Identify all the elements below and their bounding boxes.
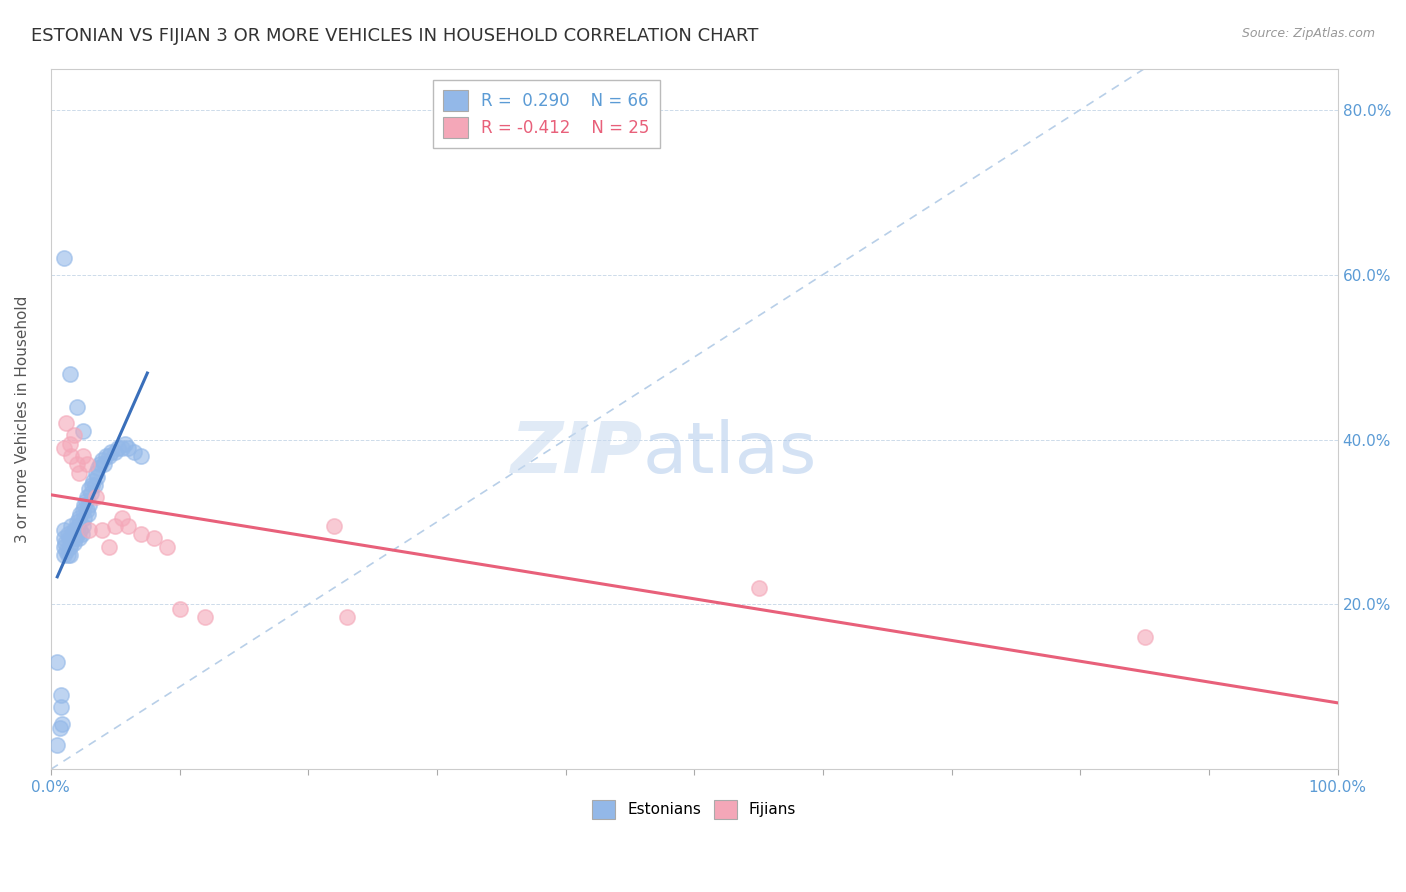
- Point: [65, 457, 87, 471]
- Point: [91, 523, 114, 537]
- Point: [77, 507, 100, 521]
- Point: [84, 466, 107, 480]
- Text: ESTONIAN VS FIJIAN 3 OR MORE VEHICLES IN HOUSEHOLD CORRELATION CHART: ESTONIAN VS FIJIAN 3 OR MORE VEHICLES IN…: [31, 27, 758, 45]
- Point: [63, 523, 86, 537]
- Point: [51, 717, 73, 731]
- Point: [104, 519, 127, 533]
- Point: [194, 609, 217, 624]
- Point: [58, 532, 80, 546]
- Point: [66, 519, 89, 533]
- Point: [124, 445, 146, 459]
- Point: [107, 441, 129, 455]
- Point: [52, 251, 75, 265]
- Point: [67, 511, 90, 525]
- Point: [80, 486, 103, 500]
- Point: [72, 502, 94, 516]
- Point: [79, 523, 101, 537]
- Point: [55, 416, 77, 430]
- Point: [65, 523, 87, 537]
- Point: [65, 400, 87, 414]
- Point: [79, 499, 101, 513]
- Point: [52, 441, 75, 455]
- Point: [59, 367, 82, 381]
- Point: [63, 535, 86, 549]
- Point: [87, 461, 110, 475]
- Point: [129, 527, 152, 541]
- Point: [114, 436, 136, 450]
- Point: [49, 688, 72, 702]
- Point: [91, 453, 114, 467]
- Point: [117, 519, 139, 533]
- Point: [72, 424, 94, 438]
- Point: [169, 601, 191, 615]
- Point: [110, 511, 132, 525]
- Legend: Estonians, Fijians: Estonians, Fijians: [586, 794, 803, 825]
- Point: [156, 540, 179, 554]
- Point: [748, 581, 770, 595]
- Point: [72, 519, 94, 533]
- Point: [100, 445, 122, 459]
- Point: [1133, 631, 1156, 645]
- Point: [46, 655, 69, 669]
- Point: [56, 527, 79, 541]
- Point: [67, 466, 90, 480]
- Point: [117, 441, 139, 455]
- Point: [60, 519, 83, 533]
- Point: [336, 609, 359, 624]
- Point: [76, 457, 98, 471]
- Point: [60, 535, 83, 549]
- Point: [129, 449, 152, 463]
- Point: [66, 527, 89, 541]
- Point: [67, 532, 90, 546]
- Point: [63, 428, 86, 442]
- Point: [59, 436, 82, 450]
- Point: [96, 449, 118, 463]
- Point: [323, 519, 346, 533]
- Point: [70, 527, 93, 541]
- Point: [53, 535, 76, 549]
- Y-axis label: 3 or more Vehicles in Household: 3 or more Vehicles in Household: [15, 295, 30, 542]
- Point: [46, 738, 69, 752]
- Point: [82, 474, 104, 488]
- Point: [97, 540, 120, 554]
- Point: [73, 499, 96, 513]
- Point: [52, 540, 75, 554]
- Point: [59, 540, 82, 554]
- Text: Source: ZipAtlas.com: Source: ZipAtlas.com: [1241, 27, 1375, 40]
- Text: atlas: atlas: [643, 419, 817, 489]
- Point: [73, 511, 96, 525]
- Point: [52, 523, 75, 537]
- Point: [79, 482, 101, 496]
- Point: [97, 449, 120, 463]
- Point: [69, 507, 91, 521]
- Point: [52, 532, 75, 546]
- Point: [60, 449, 83, 463]
- Point: [83, 478, 105, 492]
- Point: [49, 721, 72, 735]
- Point: [49, 700, 72, 714]
- Point: [76, 490, 98, 504]
- Point: [62, 527, 84, 541]
- Point: [80, 478, 103, 492]
- Point: [72, 449, 94, 463]
- Point: [89, 457, 111, 471]
- Point: [65, 515, 87, 529]
- Point: [93, 457, 115, 471]
- Point: [76, 502, 98, 516]
- Point: [84, 490, 107, 504]
- Point: [69, 523, 91, 537]
- Point: [104, 445, 127, 459]
- Point: [65, 532, 87, 546]
- Point: [75, 494, 97, 508]
- Point: [142, 532, 165, 546]
- Point: [56, 548, 79, 562]
- Point: [55, 544, 77, 558]
- Point: [52, 548, 75, 562]
- Point: [59, 548, 82, 562]
- Text: ZIP: ZIP: [510, 419, 643, 489]
- Point: [86, 469, 108, 483]
- Point: [110, 441, 132, 455]
